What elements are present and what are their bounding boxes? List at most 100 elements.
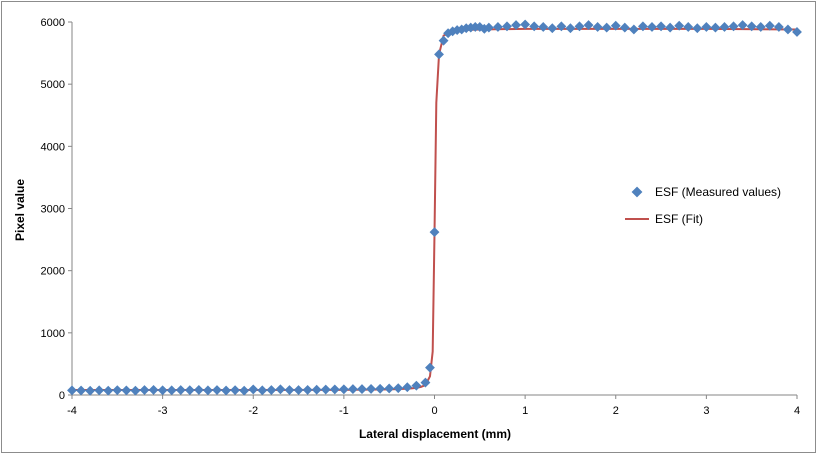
measured-point [746, 21, 757, 32]
measured-point [683, 22, 694, 32]
measured-point [556, 21, 567, 32]
y-axis-title: Pixel value [13, 179, 27, 241]
x-tick-label: -3 [158, 405, 168, 417]
x-tick-label: 2 [613, 405, 619, 417]
y-tick-label: 3000 [41, 204, 65, 216]
x-tick-label: 3 [703, 405, 709, 417]
measured-point [148, 384, 159, 395]
y-tick-label: 5000 [41, 79, 65, 91]
measured-point [773, 22, 784, 32]
measured-point [737, 20, 748, 31]
measured-point [257, 385, 268, 396]
measured-point [338, 384, 349, 395]
measured-point [275, 384, 286, 395]
legend-label-measured: ESF (Measured values) [655, 185, 781, 199]
measured-point [366, 383, 376, 394]
measured-point [628, 24, 639, 35]
measured-point [402, 382, 413, 393]
measured-point [574, 21, 585, 32]
measured-point [502, 21, 512, 32]
measured-point [610, 20, 621, 31]
measured-point [583, 20, 594, 31]
measured-point [212, 385, 222, 395]
measured-point [393, 383, 404, 394]
measured-point [103, 385, 114, 396]
measured-point [438, 35, 449, 46]
measured-point [728, 21, 739, 32]
measured-point [284, 385, 295, 395]
fit-line-group [72, 27, 798, 392]
measured-point [647, 22, 657, 32]
measured-point [329, 384, 340, 395]
measured-point [411, 380, 422, 391]
measured-point [67, 385, 77, 396]
y-tick-label: 6000 [41, 17, 65, 29]
measured-point [674, 20, 685, 31]
measured-point [302, 384, 313, 395]
tick-labels: 0 1000 2000 3000 4000 5000 6000 -4 -3 -2 -1 0 1 2 3 4 [41, 17, 801, 417]
measured-point [547, 23, 558, 34]
measured-point [619, 22, 630, 33]
legend: ESF (Measured values) ESF (Fit) [625, 185, 781, 226]
tick-marks [68, 21, 798, 399]
x-tick-label: -4 [67, 405, 77, 417]
y-tick-label: 0 [59, 390, 65, 402]
measured-point [239, 385, 250, 396]
measured-point [193, 384, 204, 395]
measured-point [656, 21, 666, 32]
measured-point [638, 21, 648, 32]
measured-point [76, 385, 86, 396]
measured-point [384, 383, 395, 394]
measured-point [764, 20, 775, 31]
measured-point [434, 49, 444, 60]
measured-points-group [67, 19, 802, 396]
measured-point [139, 385, 150, 395]
y-tick-label: 4000 [41, 141, 65, 153]
legend-item-measured: ESF (Measured values) [631, 185, 781, 199]
legend-diamond-marker [631, 186, 643, 198]
measured-point [511, 20, 521, 31]
measured-point [175, 385, 186, 395]
measured-point [375, 383, 386, 394]
measured-point [184, 385, 195, 396]
measured-point [311, 384, 322, 395]
measured-point [85, 385, 96, 396]
measured-point [248, 384, 259, 395]
x-tick-label: 1 [522, 405, 528, 417]
measured-point [121, 385, 132, 396]
measured-point [601, 22, 612, 33]
measured-point [783, 24, 793, 35]
measured-point [320, 384, 331, 395]
measured-point [166, 385, 177, 396]
measured-point [357, 384, 367, 395]
measured-point [94, 385, 105, 396]
legend-item-fit: ESF (Fit) [625, 212, 703, 226]
measured-point [792, 27, 802, 37]
measured-point [293, 385, 304, 395]
measured-point [425, 362, 435, 373]
measured-point [701, 22, 712, 32]
legend-label-fit: ESF (Fit) [655, 212, 703, 226]
measured-point [221, 385, 231, 396]
measured-point [429, 227, 440, 238]
measured-point [529, 21, 540, 32]
x-tick-label: -2 [248, 405, 258, 417]
measured-point [710, 22, 721, 33]
measured-point [483, 22, 494, 33]
measured-point [130, 385, 141, 396]
measured-point [203, 385, 213, 396]
measured-point [692, 23, 703, 34]
measured-point [565, 23, 576, 34]
x-axis-title: Lateral displacement (mm) [359, 427, 511, 441]
y-tick-label: 2000 [41, 266, 65, 278]
x-tick-label: -1 [339, 405, 349, 417]
fit-line [72, 27, 798, 392]
measured-point [665, 22, 676, 33]
measured-point [719, 22, 730, 32]
measured-point [157, 385, 168, 396]
measured-point [538, 22, 549, 32]
x-tick-label: 4 [794, 405, 800, 417]
measured-point [266, 385, 277, 395]
